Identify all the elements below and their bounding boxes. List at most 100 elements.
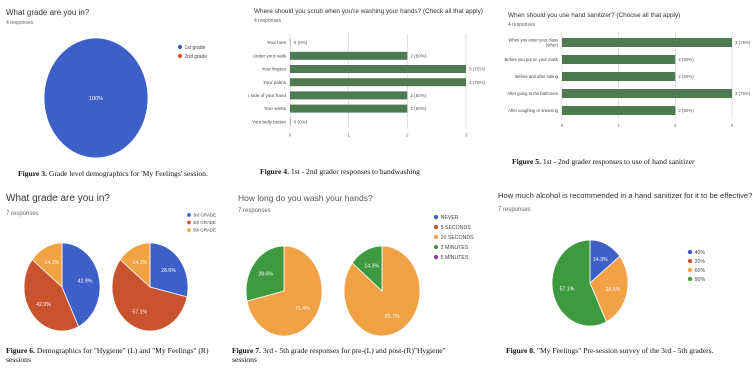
- chart-subtitle: 7 responses: [498, 207, 531, 213]
- chart-subtitle: 7 responses: [238, 208, 271, 214]
- slice-label: 28.6%: [161, 268, 176, 274]
- figure-caption: Figure 8. "My Feelings" Pre-session surv…: [506, 346, 751, 355]
- pie-slice: [149, 242, 189, 298]
- legend-marker: [187, 228, 191, 232]
- figure-label: Figure 3.: [18, 169, 47, 178]
- legend-label-5-minutes: 5 MINUTES: [441, 255, 469, 261]
- category-label: Your wrists: [264, 106, 287, 111]
- category-label: Your belly button: [252, 119, 286, 124]
- category-label: After going to the bathroom: [507, 91, 558, 96]
- category-label: Your toes: [267, 40, 287, 45]
- legend-marker: [687, 267, 693, 273]
- slice-label: 100%: [89, 96, 103, 102]
- figure-caption: Figure 6. Demographics for "Hygiene" (L)…: [6, 346, 228, 364]
- legend-label-3rd-grade: 3rd GRADE: [193, 213, 216, 218]
- legend-marker: [433, 244, 439, 250]
- caption-text: Demographics for "Hygiene" (L) and "My F…: [6, 346, 209, 364]
- slice-label: 42.9%: [78, 279, 93, 285]
- slice-label: 57.1%: [560, 287, 575, 293]
- bar-value-label: 3 (75%): [735, 91, 751, 96]
- category-label: The back side of your hand: [248, 93, 286, 98]
- pie-slice: [551, 239, 607, 327]
- chart-title: What grade are you in?: [6, 193, 110, 204]
- bar: [290, 38, 291, 47]
- legend-marker: [177, 53, 183, 59]
- category-label: Before and after eating: [515, 74, 558, 79]
- chart-title: Where should you scrub when you're washi…: [254, 8, 483, 15]
- legend-label-2nd-grade: 2nd grade: [185, 54, 208, 60]
- legend-label-40: 40%: [695, 250, 706, 256]
- pie-chart: 100% 1st grade 2nd grade: [43, 37, 208, 159]
- bar: [290, 104, 408, 113]
- legend-marker: [187, 213, 191, 217]
- figure-label: Figure 7.: [232, 346, 261, 355]
- category-label: Before you put on your mask: [504, 57, 558, 62]
- slice-label: 14.3%: [44, 260, 59, 266]
- figure-7-panel: How long do you wash your hands? 7 respo…: [230, 185, 490, 345]
- pie-slice: [31, 242, 63, 288]
- legend-label-90: 90%: [695, 277, 706, 283]
- legend-label-20: 20%: [695, 259, 706, 265]
- slice-label: 71.4%: [295, 306, 310, 312]
- bar: [290, 65, 466, 73]
- legend-label-4th-grade: 4th GRADE: [193, 220, 216, 225]
- figure-caption: Figure 4. 1st - 2nd grader responses to …: [260, 167, 480, 176]
- tick-label: 3: [731, 123, 734, 128]
- pie-slice: [43, 37, 149, 159]
- tick-label: 1: [617, 123, 620, 128]
- slice-label: 14.3%: [132, 260, 147, 266]
- caption-text: 1st - 2nd grader responses to use of han…: [540, 157, 695, 166]
- slice-label: 14.3%: [364, 264, 379, 270]
- caption-text: 1st - 2nd grader responses to handwashin…: [288, 167, 420, 176]
- legend-label-20-seconds: 20 SECONDS: [441, 235, 474, 241]
- figure-5-panel: When should you use hand sanitizer? (Cho…: [500, 0, 753, 160]
- pie-chart: 14.3% 28.6% 57.1% 40% 20% 60% 90%: [551, 239, 706, 327]
- legend-marker: [687, 258, 693, 264]
- chart-title: When should you use hand sanitizer? (Cho…: [508, 12, 681, 19]
- legend-label-never: NEVER: [441, 215, 459, 221]
- bar-value-label: 3 (75%): [469, 67, 486, 72]
- slice-label: 85.7%: [385, 314, 400, 320]
- pie-charts: 42.9% 42.9% 14.3% 28.6% 57.1% 14.3% 3rd GRADE 4…: [23, 213, 216, 332]
- figure-label: Figure 5.: [512, 157, 541, 166]
- legend-label-2-minutes: 2 MINUTES: [441, 245, 469, 251]
- figure-4-panel: Where should you scrub when you're washi…: [248, 0, 493, 160]
- bar-chart: 0 1 2 3 When you enter your class(other) 3 (7…: [504, 32, 751, 128]
- bar: [290, 91, 408, 100]
- pie-slice: [245, 245, 285, 302]
- tick-label: 1: [347, 132, 350, 137]
- chart-subtitle: 4 responses: [508, 22, 536, 28]
- bar-value-label: 2 (50%): [410, 53, 427, 58]
- bar: [290, 117, 291, 126]
- caption-text: 3rd - 5th grade responses for pre-(L) an…: [232, 346, 446, 364]
- bar-value-label: 2 (50%): [410, 106, 427, 111]
- legend-marker: [177, 44, 183, 50]
- bar-value-label: 3 (75%): [735, 40, 751, 45]
- category-label: (other): [546, 43, 559, 48]
- bar: [562, 89, 732, 98]
- bar-value-label: 2 (50%): [678, 74, 694, 79]
- category-label: Your fingers: [262, 67, 287, 72]
- bar: [290, 51, 408, 60]
- legend-marker: [433, 234, 439, 240]
- pie-slice: [351, 245, 383, 292]
- bar-value-label: 2 (50%): [410, 93, 427, 98]
- figure-8-panel: How much alcohol is recommended in a han…: [490, 185, 753, 345]
- pie-slice: [119, 242, 151, 288]
- legend-marker: [187, 220, 191, 225]
- figure-caption: Figure 7. 3rd - 5th grade responses for …: [232, 346, 472, 364]
- bar: [290, 78, 466, 87]
- legend-label-1st-grade: 1st grade: [185, 45, 206, 51]
- legend-marker: [687, 249, 693, 255]
- pie-charts: 71.4% 28.6% 85.7% 14.3% NEVER 5 SECONDS 20 SEC…: [245, 214, 474, 337]
- slice-label: 28.6%: [258, 271, 273, 277]
- chart-subtitle: 4 responses: [254, 18, 282, 24]
- bar: [562, 38, 732, 47]
- tick-label: 3: [465, 132, 468, 137]
- figure-6-panel: What grade are you in? 7 responses 42.9%…: [0, 185, 230, 345]
- bar-value-label: 2 (50%): [678, 57, 694, 62]
- legend-label-5-seconds: 5 SECONDS: [441, 225, 472, 231]
- legend-marker: [687, 276, 693, 282]
- tick-label: 0: [289, 132, 292, 137]
- tick-label: 0: [561, 123, 564, 128]
